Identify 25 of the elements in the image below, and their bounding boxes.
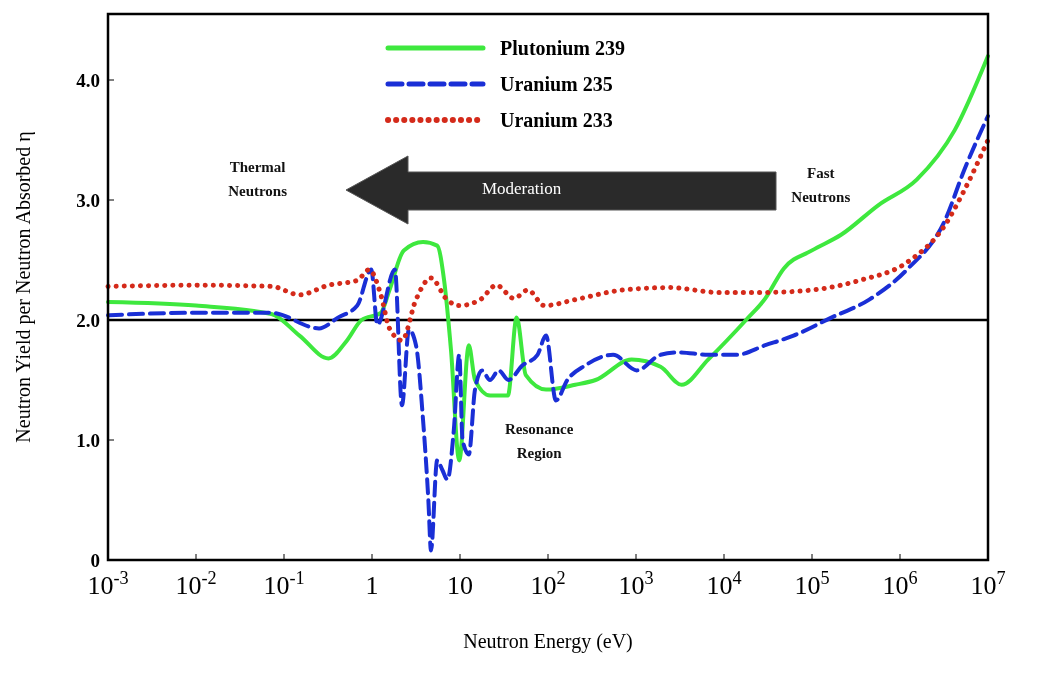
x-tick-label: 10 [447,571,473,600]
x-tick-label: 10$^{-3}$ [87,568,129,600]
legend-label: Plutonium 239 [500,37,626,59]
y-tick-label: 4.0 [76,70,100,91]
annotation: Moderation [481,179,562,199]
y-tick-label: 3.0 [76,190,100,211]
y-tick-label: 0 [90,550,100,571]
y-tick-label: 1.0 [76,430,100,451]
annotation: Resonance Region [505,421,574,462]
x-tick-label: 10$^{2}$ [530,568,566,600]
x-tick-label: 10$^{-2}$ [175,568,217,600]
x-tick-label: 10$^{3}$ [618,568,654,600]
legend-label: Uranium 233 [500,109,613,131]
x-tick-label: 10$^{4}$ [706,568,742,600]
annotation: Thermal Neutrons [228,159,288,200]
y-tick-label: 2.0 [76,310,100,331]
x-tick-label: 1 [365,571,379,600]
x-tick-label: 10$^{6}$ [882,568,918,600]
x-tick-label: 10$^{-1}$ [263,568,305,600]
y-axis-title: Neutron Yield per Neutron Absorbed η [12,131,35,443]
x-tick-label: 10$^{5}$ [794,568,830,600]
x-tick-label: 10$^{7}$ [970,568,1006,600]
annotation: Fast Neutrons [791,164,851,205]
legend-label: Uranium 235 [500,73,613,95]
x-axis-title: Neutron Energy (eV) [463,630,633,653]
